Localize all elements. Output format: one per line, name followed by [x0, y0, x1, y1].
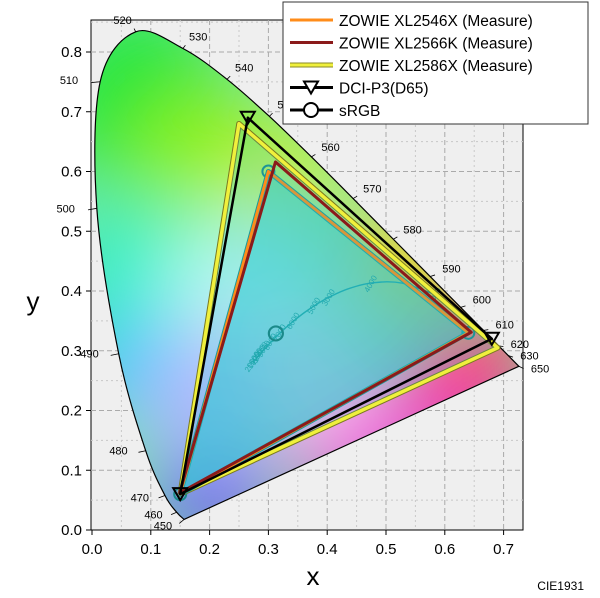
wavelength-tick: [311, 154, 316, 158]
legend-circle-marker: [303, 102, 319, 118]
y-tick-label: 0.7: [61, 104, 82, 121]
dci-marker: [171, 487, 189, 503]
footer-label: CIE1931: [537, 579, 584, 593]
gamut-dci-p3-d65-: [178, 116, 494, 496]
wavelength-tick: [352, 195, 358, 199]
wavelength-tick: [87, 207, 97, 211]
gamut-zowie-xl2566k-measure-: [178, 160, 473, 495]
x-axis-title: x: [307, 561, 320, 591]
wavelength-tick: [460, 305, 466, 308]
y-tick-label: 0.4: [61, 283, 82, 300]
y-axis-title: y: [27, 286, 40, 316]
x-tick-label: 0.1: [140, 541, 161, 558]
x-tick-label: 0.6: [434, 541, 455, 558]
legend-triangle-marker: [302, 80, 320, 96]
wavelength-label: 460: [144, 509, 162, 521]
wavelength-label: 650: [531, 363, 549, 375]
wavelength-tick: [110, 353, 119, 356]
wavelength-tick: [269, 112, 273, 117]
wavelength-label: 500: [56, 203, 74, 215]
wavelength-label: 570: [363, 184, 381, 196]
legend-label: sRGB: [339, 103, 380, 120]
wavelength-tick: [179, 519, 185, 524]
wavelength-tick: [393, 236, 398, 240]
wavelength-tick: [138, 450, 146, 453]
gamut-triangles: [171, 110, 501, 503]
legend-label: ZOWIE XL2586X (Measure): [339, 58, 533, 75]
wavelength-label: 490: [80, 349, 98, 361]
planckian-curve: [252, 281, 437, 364]
wavelength-tick: [430, 274, 436, 277]
locus-color-blob: [139, 328, 280, 469]
wavelength-label: 540: [235, 62, 253, 74]
wavelength-label: 580: [403, 224, 421, 236]
wavelength-label: 600: [473, 294, 491, 306]
legend-label: ZOWIE XL2546X (Measure): [339, 13, 533, 30]
y-tick-label: 0.8: [61, 44, 82, 61]
wavelength-label: 620: [511, 339, 529, 351]
wavelength-tick: [182, 45, 186, 49]
legend-box: [282, 1, 589, 125]
y-tick-label: 0.3: [61, 343, 82, 360]
x-tick-label: 0.7: [493, 541, 514, 558]
x-tick-label: 0.2: [199, 541, 220, 558]
wavelength-tick: [226, 75, 231, 80]
legend-label: DCI-P3(D65): [339, 81, 429, 98]
x-tick-label: 0.0: [82, 541, 103, 558]
x-tick-label: 0.3: [258, 541, 279, 558]
wavelength-label: 520: [113, 15, 131, 27]
dci-marker: [239, 110, 257, 126]
wavelength-label: 590: [442, 264, 460, 276]
wavelength-tick: [133, 28, 137, 32]
x-tick-label: 0.4: [317, 541, 338, 558]
wavelength-label: 630: [520, 351, 538, 363]
y-tick-label: 0.1: [61, 462, 82, 479]
wavelength-tick: [508, 355, 514, 358]
x-tick-label: 0.5: [376, 541, 397, 558]
wavelength-tick: [91, 81, 101, 83]
wavelength-label: 480: [109, 446, 127, 458]
y-tick-label: 0.6: [61, 164, 82, 181]
y-tick-label: 0.0: [61, 522, 82, 539]
axis-ticks: 0.0 0.1 0.2 0.3 0.4 0.5 0.6 0.7 0.0 0.1 0.2 0.3 0.4 0…: [61, 44, 514, 558]
y-tick-label: 0.5: [61, 223, 82, 240]
legend-label: ZOWIE XL2566K (Measure): [339, 36, 533, 53]
y-tick-label: 0.2: [61, 403, 82, 420]
wavelength-label: 560: [321, 142, 339, 154]
wavelength-labels: 4504604704804905005105205305405505605705…: [56, 15, 549, 533]
wavelength-label: 610: [495, 319, 513, 331]
legend: ZOWIE XL2546X (Measure) ZOWIE XL2566K (Me…: [282, 1, 589, 125]
wavelength-tick: [170, 511, 177, 516]
wavelength-label: 470: [131, 492, 149, 504]
wavelength-label: 530: [189, 31, 207, 43]
wavelength-tick: [518, 365, 524, 370]
wavelength-label: 510: [60, 75, 78, 87]
white-point-marker: [267, 325, 284, 342]
wavelength-label: 450: [154, 520, 172, 532]
srgb-marker: [461, 325, 476, 340]
wavelength-tick: [158, 495, 166, 499]
dci-marker: [483, 331, 501, 347]
